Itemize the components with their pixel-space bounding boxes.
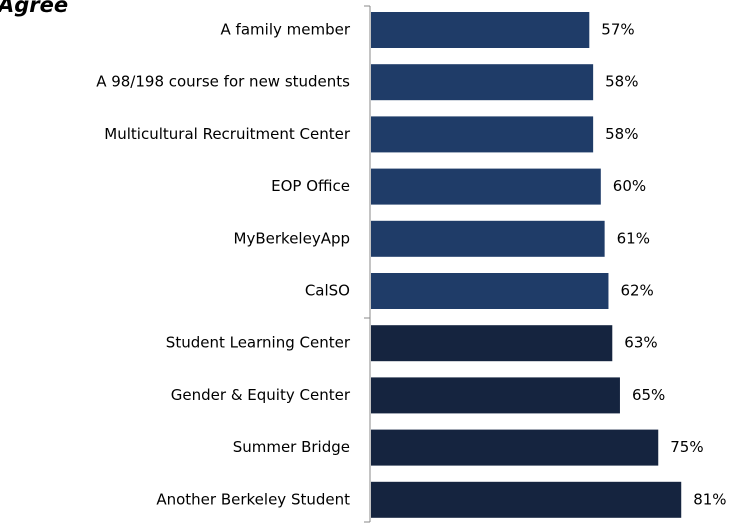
value-label: 81% bbox=[693, 490, 726, 508]
category-label: A family member bbox=[221, 21, 351, 39]
value-label: 58% bbox=[605, 125, 638, 143]
category-label: MyBerkeleyApp bbox=[234, 229, 350, 247]
bar bbox=[371, 116, 594, 153]
value-label: 61% bbox=[617, 229, 650, 247]
category-label: Multicultural Recruitment Center bbox=[104, 125, 351, 143]
category-label: Gender & Equity Center bbox=[171, 386, 351, 404]
value-label: 60% bbox=[613, 177, 646, 195]
value-label: 75% bbox=[670, 438, 703, 456]
category-label: EOP Office bbox=[271, 177, 350, 195]
bar bbox=[371, 325, 613, 362]
chart-title: Agree bbox=[0, 0, 68, 17]
bar bbox=[371, 168, 601, 205]
bar bbox=[371, 481, 682, 518]
bar bbox=[371, 220, 605, 257]
bar bbox=[371, 64, 594, 101]
category-label: CalSO bbox=[305, 282, 350, 300]
bar bbox=[371, 273, 609, 309]
bar bbox=[371, 12, 590, 48]
value-label: 65% bbox=[632, 386, 665, 404]
value-label: 57% bbox=[601, 21, 634, 39]
value-label: 63% bbox=[624, 334, 657, 352]
category-label: Summer Bridge bbox=[233, 438, 350, 456]
bar bbox=[371, 377, 620, 414]
category-label: Another Berkeley Student bbox=[156, 490, 350, 508]
value-label: 62% bbox=[620, 282, 653, 300]
bar bbox=[371, 429, 659, 466]
category-label: A 98/198 course for new students bbox=[96, 73, 350, 91]
value-label: 58% bbox=[605, 73, 638, 91]
category-label: Student Learning Center bbox=[166, 334, 351, 352]
